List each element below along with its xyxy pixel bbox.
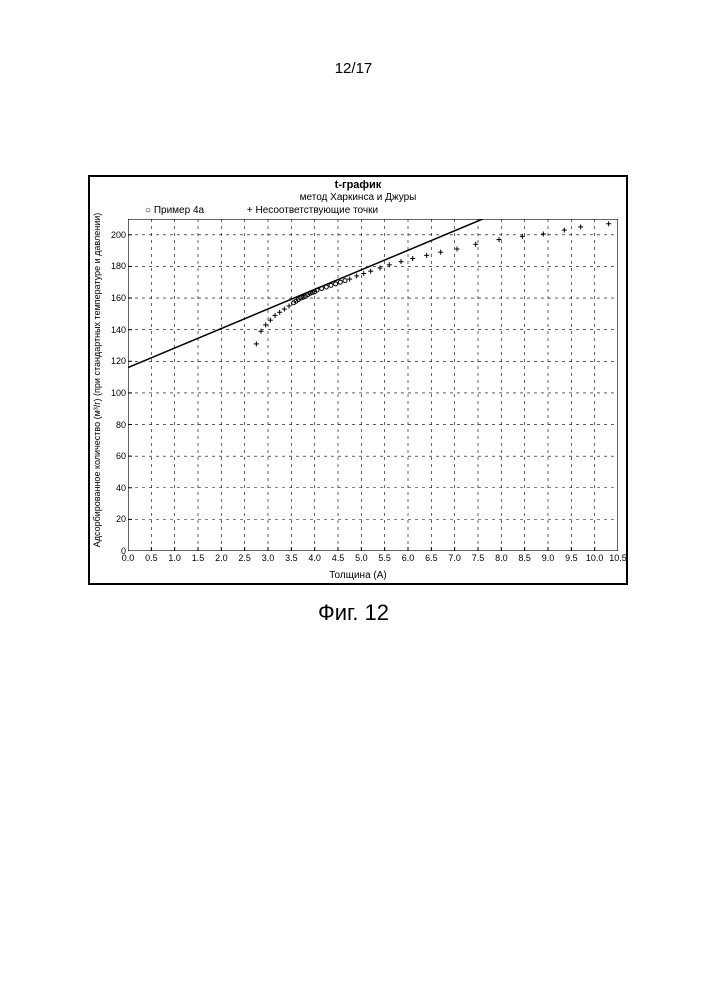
plot-area: 0.00.51.01.52.02.53.03.54.04.55.05.56.06… xyxy=(128,219,618,551)
x-tick-label: 2.5 xyxy=(238,553,251,563)
y-tick-label: 120 xyxy=(111,356,126,366)
y-tick-label: 180 xyxy=(111,261,126,271)
x-axis-label: Толщина (А) xyxy=(90,570,626,581)
y-tick-label: 0 xyxy=(121,546,126,556)
x-tick-label: 6.5 xyxy=(425,553,438,563)
y-tick-label: 60 xyxy=(116,451,126,461)
legend-label-2: Несоответствующие точки xyxy=(255,205,378,216)
x-tick-label: 0.5 xyxy=(145,553,158,563)
x-tick-label: 1.5 xyxy=(192,553,205,563)
x-tick-label: 4.0 xyxy=(308,553,321,563)
x-tick-label: 10.5 xyxy=(609,553,627,563)
chart-subtitle: метод Харкинса и Джуры xyxy=(90,192,626,203)
x-tick-label: 8.5 xyxy=(518,553,531,563)
x-tick-label: 7.0 xyxy=(448,553,461,563)
x-tick-label: 3.0 xyxy=(262,553,275,563)
chart-title: t-график xyxy=(90,179,626,191)
x-tick-label: 4.5 xyxy=(332,553,345,563)
legend-item-2: + Несоответствующие точки xyxy=(247,205,398,216)
chart-container: t-график метод Харкинса и Джуры ○ Пример… xyxy=(88,175,628,585)
y-tick-label: 200 xyxy=(111,230,126,240)
x-tick-label: 2.0 xyxy=(215,553,228,563)
page-number: 12/17 xyxy=(0,60,707,77)
x-tick-label: 6.0 xyxy=(402,553,415,563)
x-tick-label: 3.5 xyxy=(285,553,298,563)
x-tick-label: 5.5 xyxy=(378,553,391,563)
legend-label-1: Пример 4a xyxy=(154,205,204,216)
y-axis-label: Адсорбированное количество (м³/г) (при с… xyxy=(92,200,102,560)
y-tick-label: 40 xyxy=(116,483,126,493)
plot-svg xyxy=(128,219,618,551)
x-tick-label: 1.0 xyxy=(168,553,181,563)
y-tick-label: 20 xyxy=(116,514,126,524)
x-tick-label: 5.0 xyxy=(355,553,368,563)
y-tick-label: 80 xyxy=(116,420,126,430)
y-tick-label: 100 xyxy=(111,388,126,398)
y-tick-label: 140 xyxy=(111,325,126,335)
x-tick-label: 9.0 xyxy=(542,553,555,563)
x-tick-label: 8.0 xyxy=(495,553,508,563)
x-tick-label: 7.5 xyxy=(472,553,485,563)
legend-item-1: ○ Пример 4a xyxy=(145,205,224,216)
y-tick-label: 160 xyxy=(111,293,126,303)
figure-caption: Фиг. 12 xyxy=(0,600,707,626)
x-tick-label: 9.5 xyxy=(565,553,578,563)
x-tick-label: 10.0 xyxy=(586,553,604,563)
chart-legend: ○ Пример 4a + Несоответствующие точки xyxy=(145,205,418,216)
